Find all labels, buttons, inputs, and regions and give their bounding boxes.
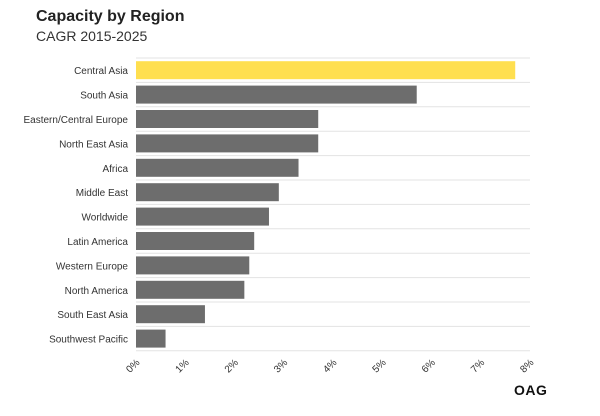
bar-north-east-asia — [136, 134, 319, 153]
bar-western-europe — [136, 256, 250, 275]
bar-south-east-asia — [136, 305, 205, 324]
category-label: Central Asia — [74, 66, 128, 77]
category-label: South East Asia — [57, 310, 128, 321]
x-tick-label: 5% — [371, 357, 389, 375]
bar-north-america — [136, 280, 245, 299]
x-tick-label: 4% — [321, 357, 339, 375]
category-label: Worldwide — [82, 213, 129, 224]
chart-subtitle: CAGR 2015-2025 — [36, 28, 148, 44]
category-label: Eastern/Central Europe — [23, 115, 128, 126]
category-label: Africa — [102, 164, 128, 175]
x-tick-label: 1% — [174, 357, 192, 375]
x-tick-label: 8% — [518, 357, 536, 375]
bar-southwest-pacific — [136, 329, 166, 348]
category-label: Southwest Pacific — [49, 335, 128, 346]
bar-latin-america — [136, 232, 255, 250]
x-tick-label: 6% — [420, 357, 438, 375]
x-tick-label: 3% — [272, 357, 290, 375]
category-label: North America — [65, 286, 129, 297]
category-label: North East Asia — [59, 139, 128, 150]
x-tick-label: 7% — [469, 357, 487, 375]
category-label: Latin America — [67, 237, 128, 248]
bar-africa — [136, 158, 299, 177]
bar-central-asia — [136, 61, 516, 80]
category-label: South Asia — [80, 91, 128, 102]
bar-middle-east — [136, 183, 279, 202]
category-label: Western Europe — [56, 261, 129, 272]
chart-title: Capacity by Region — [36, 8, 185, 25]
x-tick-label: 0% — [124, 357, 142, 375]
x-tick-label: 2% — [223, 357, 241, 375]
bar-eastern-central-europe — [136, 110, 319, 128]
bar-worldwide — [136, 207, 269, 226]
bar-south-asia — [136, 85, 417, 104]
category-label: Middle East — [76, 188, 128, 199]
oag-logo: OAG — [514, 382, 548, 398]
